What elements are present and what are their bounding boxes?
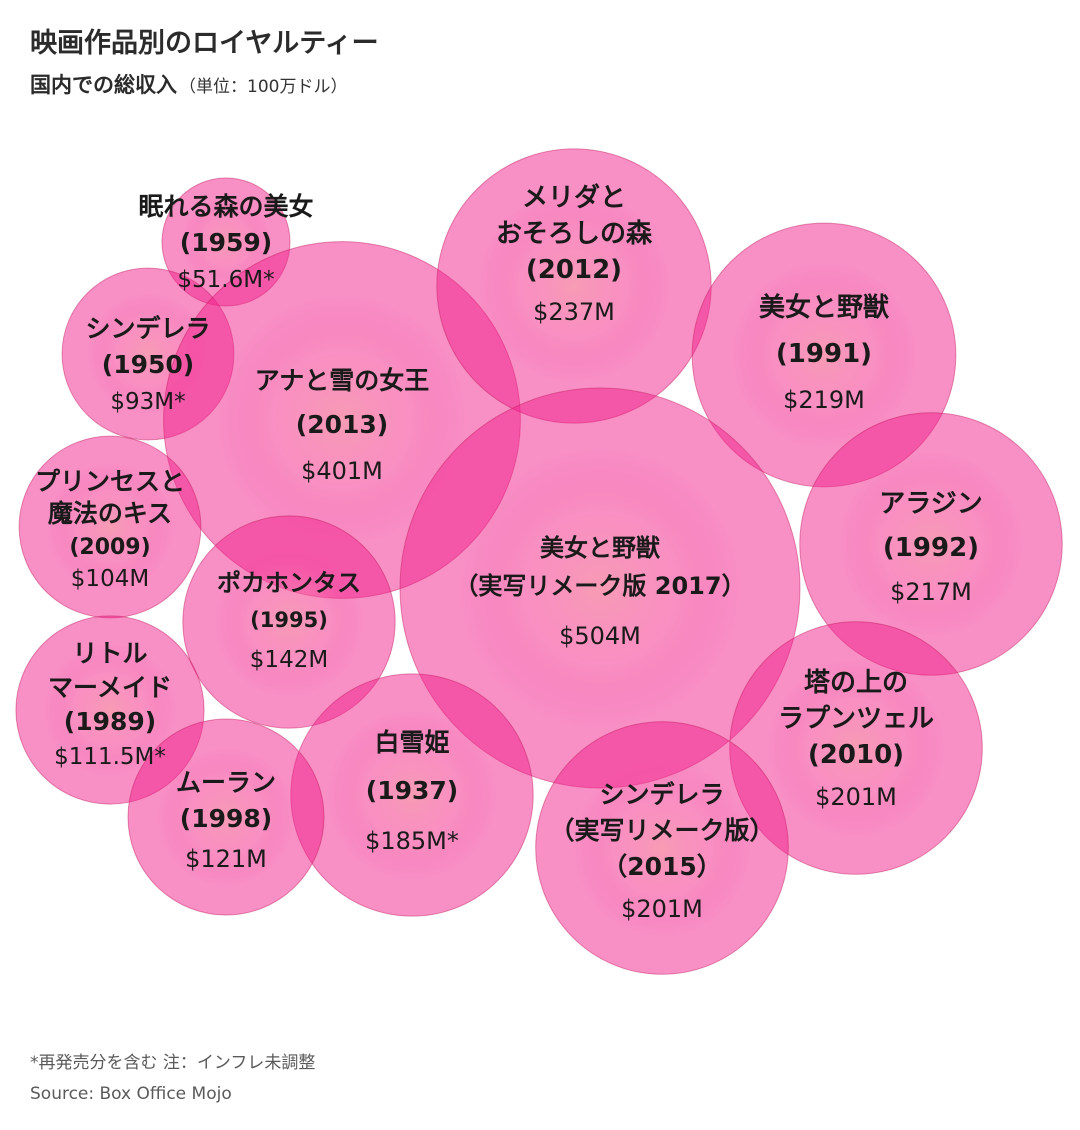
movie-title-label: 眠れる森の美女 bbox=[138, 192, 313, 221]
movie-title-label: 美女と野獣 bbox=[759, 292, 889, 323]
revenue-value-label: $104M bbox=[71, 566, 149, 592]
bubble-glow-7 bbox=[839, 452, 1023, 636]
revenue-value-label: $121M bbox=[185, 845, 267, 873]
bubble-glow-0 bbox=[181, 197, 271, 287]
revenue-value-label: $201M bbox=[815, 783, 897, 811]
movie-title-label: ムーラン bbox=[176, 768, 276, 797]
movie-year-label: （実写リメーク版 2017） bbox=[454, 572, 745, 600]
movie-title-label: マーメイド bbox=[48, 673, 172, 702]
movie-year-label: （2015） bbox=[602, 852, 722, 881]
bubble-glow-9 bbox=[44, 644, 176, 776]
bubble-label-11: 白雪姫 (1937) $185M* bbox=[365, 728, 459, 855]
chart-subtitle: 国内での総収入 bbox=[30, 73, 177, 97]
movie-year-label: (2010) bbox=[808, 740, 904, 770]
bubble-layer bbox=[15, 148, 1063, 975]
movie-year-label: (2009) bbox=[69, 535, 150, 560]
movie-title-label: 魔法のキス bbox=[48, 499, 172, 528]
movie-title-label: シンデレラ bbox=[599, 780, 724, 809]
movie-title-label: ラプンツェル bbox=[778, 704, 934, 734]
bubble-glow-3 bbox=[477, 189, 671, 383]
movie-title-label: アラジン bbox=[879, 489, 982, 519]
movie-title-label: 美女と野獣 bbox=[540, 534, 661, 562]
chart-header: 映画作品別のロイヤルティー 国内での総収入 （単位：100万ドル） bbox=[30, 26, 1050, 102]
revenue-value-label: $51.6M* bbox=[177, 267, 274, 293]
bubble-glow-6 bbox=[460, 448, 740, 728]
chart-subtitle-line: 国内での総収入 （単位：100万ドル） bbox=[30, 70, 1050, 102]
bubble-label-4: 美女と野獣 (1991) $219M bbox=[759, 292, 889, 414]
movie-title-label: リトル bbox=[72, 639, 147, 668]
bubble-glow-2 bbox=[217, 295, 467, 545]
bubble-label-13: シンデレラ （実写リメーク版） （2015） $201M bbox=[549, 780, 774, 923]
bubble-label-8: ポカホンタス (1995) $142M bbox=[217, 569, 361, 673]
movie-year-label: (1995) bbox=[250, 608, 328, 632]
revenue-value-label: $237M bbox=[533, 298, 615, 326]
movie-year-label: (1989) bbox=[64, 707, 156, 736]
bubble-label-2: アナと雪の女王 (2013) $401M bbox=[255, 366, 430, 485]
source-note: Source: Box Office Mojo bbox=[30, 1084, 232, 1104]
revenue-value-label: $401M bbox=[301, 457, 383, 485]
movie-title-label: おそろしの森 bbox=[496, 219, 653, 249]
movie-title-label: 白雪姫 bbox=[374, 728, 449, 757]
footnote: *再発売分を含む 注：インフレ未調整 bbox=[30, 1053, 316, 1073]
bubble-glow-4 bbox=[731, 262, 917, 448]
label-layer: 眠れる森の美女 (1959) $51.6M* シンデレラ (1950) $93M* アナと雪… bbox=[35, 182, 983, 923]
revenue-value-label: $219M bbox=[783, 386, 865, 414]
bubble-glow-13 bbox=[573, 759, 751, 937]
movie-title-label: （実写リメーク版） bbox=[549, 816, 774, 845]
revenue-value-label: $185M* bbox=[365, 827, 459, 855]
bubble-glow-5 bbox=[46, 463, 174, 591]
movie-year-label: (1937) bbox=[366, 776, 458, 805]
movie-year-label: (1950) bbox=[102, 350, 194, 379]
revenue-value-label: $201M bbox=[621, 895, 703, 923]
movie-year-label: (2013) bbox=[296, 410, 388, 439]
bubble-label-7: アラジン (1992) $217M bbox=[879, 489, 982, 606]
movie-title-label: プリンセスと bbox=[35, 467, 185, 496]
bubble-label-0: 眠れる森の美女 (1959) $51.6M* bbox=[138, 192, 313, 293]
movie-title-label: メリダと bbox=[522, 182, 626, 213]
movie-title-label: ポカホンタス bbox=[217, 569, 361, 597]
chart-footer: *再発売分を含む 注：インフレ未調整 Source: Box Office Mo… bbox=[30, 1048, 315, 1110]
movie-year-label: (1991) bbox=[776, 339, 872, 369]
movie-title-label: 塔の上の bbox=[804, 668, 908, 698]
movie-title-label: アナと雪の女王 bbox=[255, 366, 430, 395]
bubble-glow-10 bbox=[767, 659, 945, 837]
movie-year-label: (1998) bbox=[180, 804, 272, 833]
bubble-glow-12 bbox=[157, 748, 295, 886]
movie-year-label: (1992) bbox=[883, 533, 979, 563]
revenue-value-label: $93M* bbox=[110, 389, 185, 415]
bubble-label-6: 美女と野獣 （実写リメーク版 2017） $504M bbox=[454, 534, 745, 650]
chart-unit: （単位：100万ドル） bbox=[179, 77, 348, 97]
movie-year-label: (2012) bbox=[526, 255, 622, 285]
revenue-value-label: $217M bbox=[890, 578, 972, 606]
revenue-value-label: $142M bbox=[250, 647, 328, 673]
bubble-glow-8 bbox=[214, 547, 364, 697]
bubble-glow-11 bbox=[327, 710, 497, 880]
bubble-label-1: シンデレラ (1950) $93M* bbox=[85, 314, 210, 415]
revenue-value-label: $504M bbox=[559, 622, 641, 650]
chart-title: 映画作品別のロイヤルティー bbox=[30, 28, 379, 59]
movie-title-label: シンデレラ bbox=[85, 314, 210, 343]
movie-year-label: (1959) bbox=[180, 228, 272, 257]
revenue-value-label: $111.5M* bbox=[54, 744, 166, 770]
bubble-label-12: ムーラン (1998) $121M bbox=[176, 768, 276, 873]
